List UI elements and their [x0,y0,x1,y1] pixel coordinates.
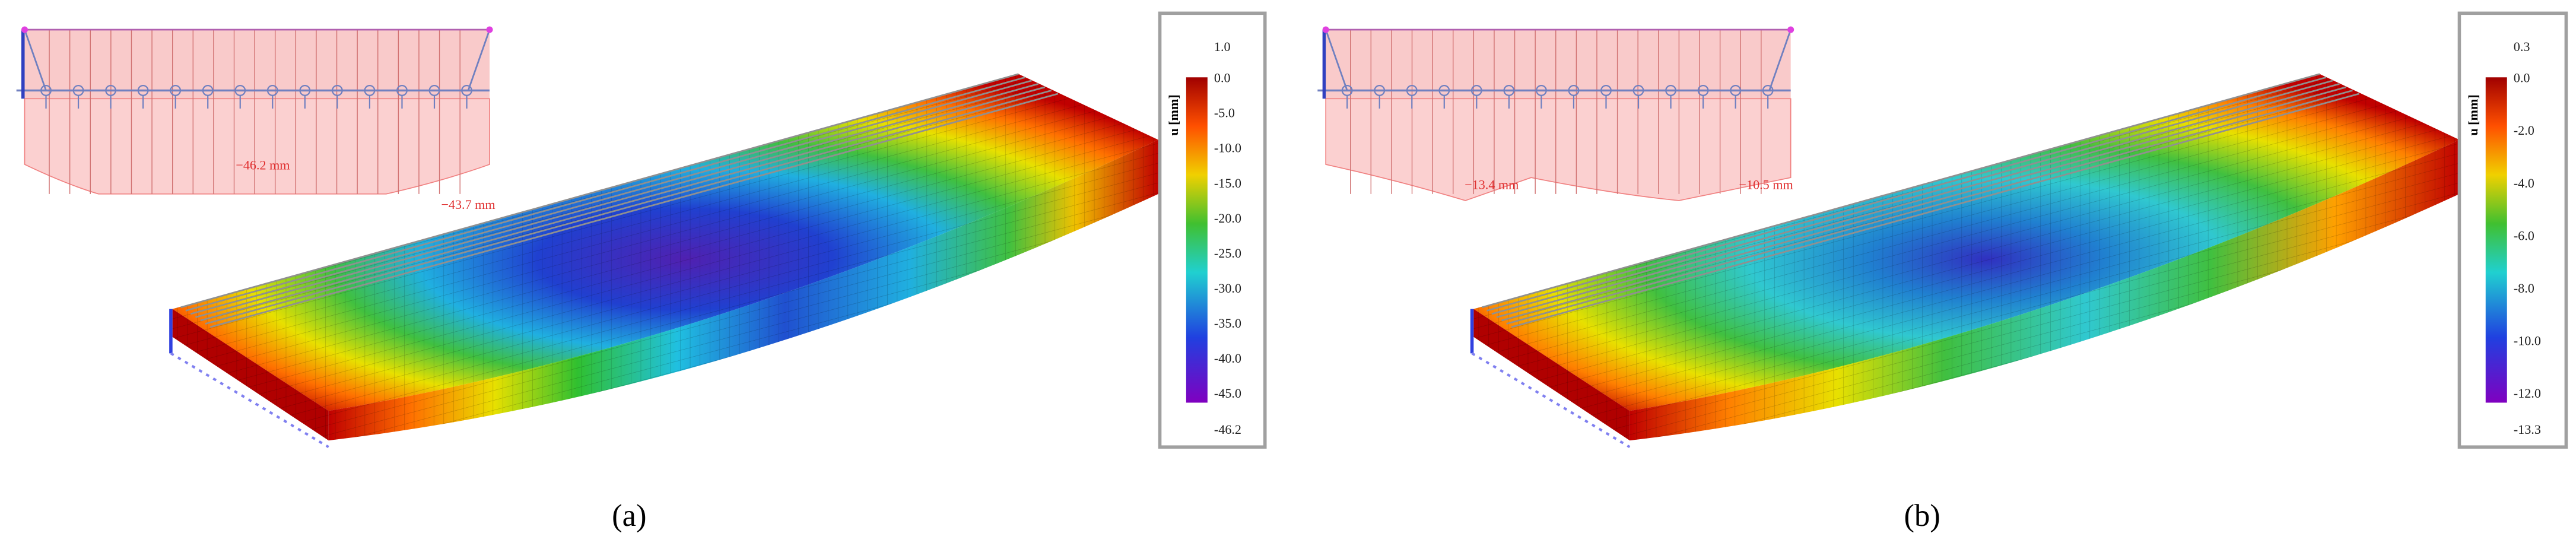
legend-title: u [mm] [1166,94,1181,135]
beam-3d [169,73,1158,448]
legend-box [1158,11,1267,449]
support-line [170,352,329,448]
load-diagram [1317,26,1794,201]
beam-front-mesh [328,139,1158,441]
load-area [24,29,490,99]
end-node [21,26,28,33]
legend-tick-label: -5.0 [1214,106,1235,120]
panel: −46.2 mm −43.7 mm u [mm] 1.0 0.0 -5.0 -10.0 -15… [16,11,1267,533]
legend-tick-label: -20.0 [1214,211,1241,226]
cable [210,93,1059,328]
legend-tick-label: -10.0 [1214,141,1241,156]
legend-tick-label: -12.0 [2514,386,2541,401]
deflection-label: −43.7 mm [441,197,495,212]
legend-tick-label: -25.0 [1214,246,1241,261]
legend-tick-label: -40.0 [1214,351,1241,366]
cable [195,83,1039,318]
cable [180,73,1019,309]
cable [1496,83,2340,318]
beam-end-mesh [1473,309,1630,441]
legend-tick-label: 0.3 [2514,39,2530,54]
legend-tick-label: 1.0 [1214,39,1231,54]
legend-tick-label: -30.0 [1214,281,1241,296]
colorbar [2485,77,2507,403]
legend-tick-label: -6.0 [2514,228,2534,243]
cable [1486,76,2327,312]
panel-caption: (b) [1904,499,1940,533]
legend-tick-label: -4.0 [2514,176,2534,191]
load-diagram [16,26,493,195]
panels: −46.2 mm −43.7 mm u [mm] 1.0 0.0 -5.0 -10.0 -15… [16,11,2568,533]
colorbar [1186,77,1208,403]
deflection-area [24,98,490,195]
cable [200,86,1046,322]
legend-tick-label: -45.0 [1214,386,1241,401]
beam-3d [1470,73,2460,448]
legend-tick-label: 0.0 [2514,71,2530,85]
legend-tick-label: -46.2 [1214,422,1241,437]
deflection-label: −10.5 mm [1739,177,1793,192]
legend-tick-label: -2.0 [2514,123,2534,138]
end-node [1787,26,1794,33]
beam-top-mesh [172,74,1158,411]
end-node [486,26,493,33]
legend-tick-label: -15.0 [1214,176,1241,191]
panel: −13.4 mm −10.5 mm u [mm] 0.3 0.0 -2.0 -4.0 -6.0… [1317,11,2568,533]
legend-box [2457,11,2568,449]
deflection-label: −13.4 mm [1465,177,1519,192]
legend-tick-label: 0.0 [1214,71,1231,85]
deflection-area [1325,98,1792,201]
cable [1501,86,2346,322]
legend-tick-label: -35.0 [1214,316,1241,331]
legend-tick-label: -8.0 [2514,281,2534,296]
legend-tick-label: -10.0 [2514,334,2541,348]
cable [185,76,1025,312]
end-node [1322,26,1329,33]
beam-front-mesh [1630,139,2460,441]
load-area [1326,29,1791,99]
cable [190,80,1032,315]
cable [1481,73,2320,309]
end-lines [1324,29,1792,91]
legend-tick-label: -13.3 [2514,422,2541,437]
cable [1511,93,2359,328]
support-line [1471,352,1631,448]
beam-end-mesh [172,309,329,441]
cable [205,90,1052,325]
cable [1506,90,2353,325]
beam-top-mesh [1473,74,2460,411]
cable [1491,80,2333,315]
legend-title: u [mm] [2466,94,2480,135]
end-lines [24,29,491,91]
deflection-label: −46.2 mm [236,157,290,172]
panel-caption: (a) [612,499,646,533]
